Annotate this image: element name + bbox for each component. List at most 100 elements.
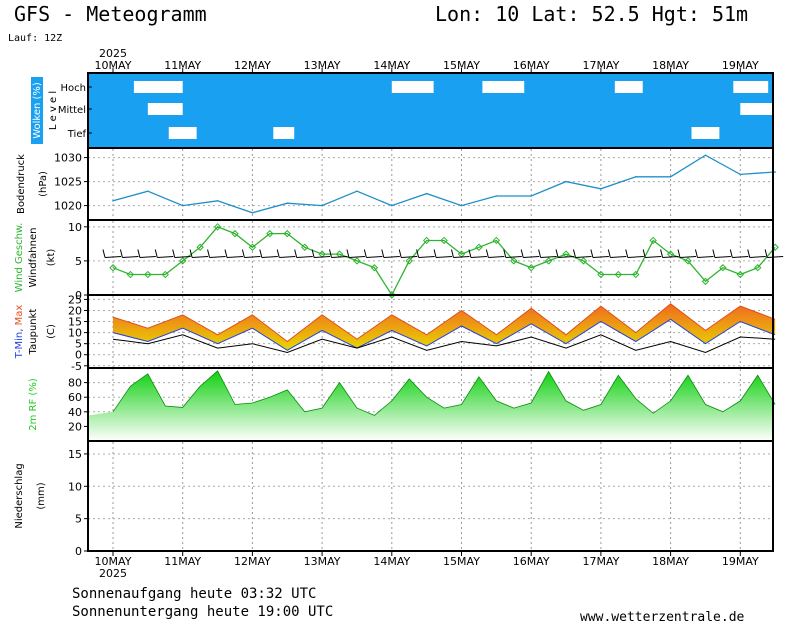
wind-speed-point [440,236,448,245]
wind-speed-point [213,223,222,231]
y-tick-label: 40 [68,406,82,419]
y-tick-label: 25 [68,293,82,306]
wind-barb [226,256,244,258]
wind-speed-point [475,243,483,251]
pressure-point [425,192,428,195]
pressure-point [634,176,637,178]
wind-barb [592,256,609,258]
wind-barb-flag [241,249,245,258]
wind-barb-flag [642,249,646,258]
wind-speed-point [632,270,640,279]
wind-speed-point [370,264,379,272]
wind-barb-flag [538,249,542,258]
pressure-point [112,200,114,202]
wind-barb-flag [363,249,367,258]
wind-barb-flag [137,249,141,258]
wind-barb-flag [694,249,698,258]
day-label-bottom: 13MAY [304,555,341,568]
y-tick-label: 1030 [54,152,82,165]
clear-sky-gap [273,127,295,139]
wind-barb [488,256,505,258]
wind-speed-point [109,264,117,272]
wind-barb-flag [677,249,681,258]
cloud-level-label: Hoch [61,83,86,94]
wind-barb [575,256,592,258]
y-tick-label: 1020 [54,200,82,213]
wind-barb-flag [729,249,733,258]
wind-barb [610,256,627,258]
precipitation-unit-label: (mm) [36,482,47,509]
location-coordinates: Lon: 10 Lat: 52.5 Hgt: 51m [435,2,749,26]
wind-speed-point [527,264,535,272]
pressure-point [739,173,742,176]
clear-sky-gap [147,103,183,115]
wind-speed-point [300,243,309,251]
clear-sky-gap [775,127,790,139]
wind-speed-point [579,257,588,265]
wind-barb [279,256,296,258]
wind-barb [139,256,156,258]
wind-barb [348,256,365,258]
pressure-point [669,176,672,178]
wind-barb-flag [555,249,559,258]
wind-barb [627,256,644,258]
clear-sky-gap [733,81,769,93]
wind-barb-flag [119,249,123,258]
wind-barb [749,256,766,258]
cloud-axis-label: Wolken (%) [32,82,43,139]
day-label-top: 11MAY [164,59,201,72]
wind-speed-point [353,257,361,265]
wind-barb [453,256,470,258]
day-label-bottom: 12MAY [234,555,271,568]
clear-sky-gap [691,127,720,139]
wind-speed-point [492,236,501,245]
wind-barb [366,256,383,258]
wind-barb [714,256,731,258]
y-tick-label: 0 [75,349,82,362]
meteogram-chart: 10MAY 10MAY 11MAY 11MAY 12MAY 12MAY 13MAY 13MAY… [14,47,790,580]
wind-barb [401,256,418,258]
wind-speed-point [283,229,291,238]
wind-barb-flag [416,249,420,258]
wind-unit-label: (kt) [46,249,57,267]
wind-barb [436,256,453,258]
cloud-level-label: Tief [67,129,87,140]
day-label-bottom: 14MAY [373,555,410,568]
wind-speed-point [405,257,413,265]
pressure-point [495,195,498,197]
wind-barb-flag [468,249,472,258]
wind-speed-point [248,243,257,251]
wind-barb [244,256,261,258]
temperature-unit-label: (C) [46,324,57,339]
wind-barb-flag [224,249,228,258]
pressure-point [251,212,254,214]
precipitation-axis-label: Niederschlag [14,463,25,528]
pressure-point [321,204,323,207]
panel-frames [87,72,774,552]
y-tick-label: 5 [75,513,82,526]
cloud-axis-label-background [31,77,43,144]
day-label-top: 18MAY [652,59,689,72]
wind-barb [732,256,749,258]
wind-barb-flag [381,249,385,258]
pressure-point [460,204,463,207]
wind-barb [174,256,191,258]
day-label-bottom: 17MAY [582,555,619,568]
clear-sky-gap [614,81,643,93]
pressure-point [181,204,184,207]
day-label-top: 13MAY [304,59,341,72]
pressure-point [530,195,532,197]
wind-barb-flag [329,249,333,258]
year-label-top: 2025 [99,47,127,60]
wind-speed-point [161,270,169,279]
wind-barbs-axis-label: Windfahnen [28,228,39,288]
wind-barb-flag [607,249,611,258]
wind-barb-flag [207,249,211,258]
pressure-line [112,154,776,214]
wind-barb [192,256,209,258]
wind-barb [505,256,522,258]
wind-speed-point [684,257,692,265]
wind-barb [209,256,226,258]
wind-barb [540,256,557,258]
day-label-bottom: 19MAY [722,555,759,568]
